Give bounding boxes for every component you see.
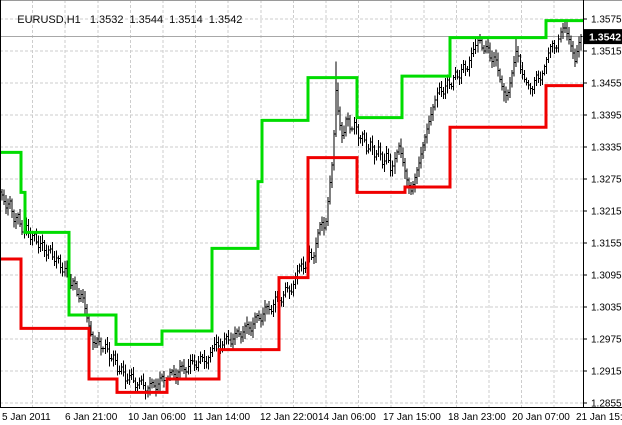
lower-step-line [0,84,583,394]
y-axis-label: 1.3335 [591,143,622,154]
y-axis-label: 1.2915 [591,367,622,378]
x-axis-label: 14 Jan 06:00 [318,412,376,423]
y-axis-label: 1.2855 [591,399,622,410]
y-axis-label: 1.3395 [591,111,622,122]
y-axis-label: 1.3575 [591,15,622,26]
price-badge-bg [584,29,622,45]
y-axis-label: 1.2975 [591,335,622,346]
price-axis[interactable]: 1.3575 1.3515 1.3455 1.3395 1.3335 1.3275 1.32… [583,15,622,410]
x-axis-label: 17 Jan 15:00 [383,412,441,423]
chart-title: EURUSD,H1 1.3532 1.3544 1.3514 1.3542 [5,2,248,38]
x-axis-label: 10 Jan 06:00 [128,412,186,423]
x-axis-label: 5 Jan 2011 [2,412,51,423]
open-value: 1.3532 [89,14,124,26]
y-axis-label: 1.3455 [591,79,622,90]
ohlc-bar-series [0,20,583,400]
y-axis-label: 1.3035 [591,303,622,314]
high-value: 1.3544 [129,14,164,26]
x-axis-label: 11 Jan 14:00 [193,412,251,423]
g-upper-path [0,19,583,346]
x-axis-label: 20 Jan 07:00 [512,412,570,423]
close-value: 1.3542 [208,14,243,26]
plot-border [0,0,622,408]
upper-step-line [0,19,583,346]
ohlc-bars-path [0,20,583,400]
x-axis-label: 12 Jan 22:00 [260,412,318,423]
g-lower-path [0,84,583,394]
y-axis-label: 1.3275 [591,175,622,186]
symbol-period-label: EURUSD,H1 [17,14,81,26]
low-value: 1.3514 [169,14,203,26]
y-axis-label: 1.3095 [591,271,622,282]
y-axis-label: 1.3515 [591,47,622,58]
current-price-badge: 1.3542 [584,29,622,45]
price-badge-value: 1.3542 [589,32,621,44]
y-axis-label: 1.3155 [591,239,622,250]
x-axis-label: 18 Jan 23:00 [448,412,506,423]
x-axis-label: 21 Jan 15:0 [576,412,622,423]
y-axis-label: 1.3215 [591,207,622,218]
x-axis-label: 6 Jan 21:00 [65,412,118,423]
time-axis[interactable]: 5 Jan 2011 6 Jan 21:00 10 Jan 06:00 11 Jan … [2,412,622,423]
